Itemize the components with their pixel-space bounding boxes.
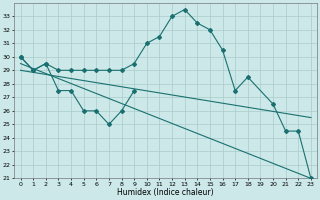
X-axis label: Humidex (Indice chaleur): Humidex (Indice chaleur) xyxy=(117,188,214,197)
